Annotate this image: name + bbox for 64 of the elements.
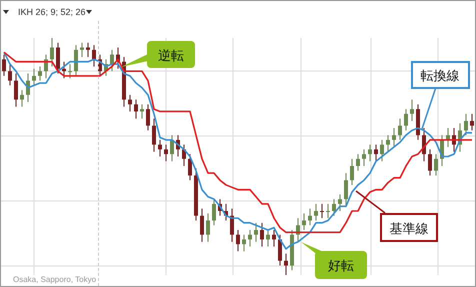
candlestick: [56, 42, 60, 74]
candlestick: [74, 44, 78, 76]
text: 転換線: [420, 68, 460, 83]
candlestick: [188, 154, 192, 181]
candlestick: [308, 208, 312, 226]
candlestick: [242, 234, 246, 252]
candlestick: [80, 42, 84, 58]
candlestick: [236, 229, 240, 252]
candlestick: [20, 90, 24, 108]
candlestick: [140, 104, 144, 120]
candlestick: [50, 38, 54, 67]
annotation: 好転: [328, 258, 354, 273]
candlestick: [380, 139, 384, 162]
annotation: Osaka, Sapporo, Tokyo: [13, 275, 96, 284]
candlestick: [164, 144, 168, 162]
candlestick: [314, 203, 318, 221]
candlestick: [212, 198, 216, 226]
candlestick: [134, 99, 138, 120]
text: 基準線: [390, 221, 428, 236]
candlestick: [110, 49, 114, 72]
candlestick: [410, 99, 414, 122]
candlestick: [158, 139, 162, 157]
candlestick: [272, 229, 276, 248]
candlestick: [356, 154, 360, 172]
candlestick: [392, 128, 396, 148]
text: IKH 26; 9; 52; 26: [18, 7, 86, 17]
candlestick: [170, 134, 174, 162]
candlestick: [332, 198, 336, 216]
candlestick: [128, 94, 132, 112]
candlestick: [428, 148, 432, 176]
candlestick: [38, 66, 42, 82]
candlestick: [8, 64, 12, 86]
candlestick: [206, 212, 210, 242]
candlestick: [68, 64, 72, 79]
candlestick: [254, 222, 258, 242]
candlestick: [32, 68, 36, 86]
annotation: 逆転: [158, 48, 184, 63]
candlestick: [464, 113, 468, 136]
candlestick: [362, 148, 366, 166]
candlestick: [470, 113, 474, 131]
candlestick: [344, 172, 348, 207]
candlestick: [2, 54, 6, 76]
candlestick: [320, 203, 324, 219]
candlestick: [374, 144, 378, 162]
candlestick: [266, 229, 270, 248]
candlestick: [86, 42, 90, 58]
candlestick: [284, 253, 288, 276]
candlestick: [368, 144, 372, 162]
candlestick: [92, 44, 96, 67]
candlestick: [302, 212, 306, 230]
candlestick: [434, 154, 438, 176]
candlestick: [260, 222, 264, 248]
candlestick: [14, 73, 18, 108]
candlestick: [200, 208, 204, 242]
candlestick: [152, 118, 156, 152]
candlestick: [386, 134, 390, 152]
candlestick: [338, 194, 342, 212]
candlestick: [326, 203, 330, 219]
candlestick: [248, 229, 252, 248]
candlestick: [350, 158, 354, 186]
candlestick: [278, 234, 282, 266]
candlestick: [398, 118, 402, 140]
candlestick: [404, 108, 408, 131]
candlestick: [146, 104, 150, 131]
